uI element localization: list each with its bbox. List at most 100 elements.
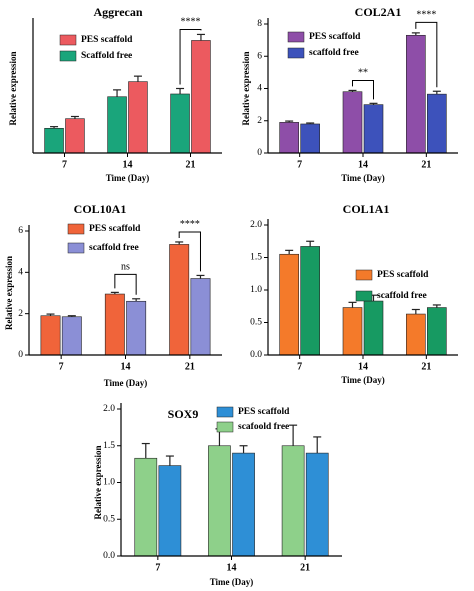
x-axis-label: Time (Day): [106, 173, 150, 183]
legend-label: scafoold free: [238, 422, 289, 432]
bar-pes-scaffold-7: [65, 118, 85, 154]
significance-bracket: [179, 28, 202, 85]
x-tick-label: 14: [227, 562, 237, 573]
significance-label: ****: [181, 16, 201, 27]
bar-scaffold-free-14: [363, 104, 384, 154]
y-tick-label: 2: [257, 116, 262, 126]
bar-scaffold-free-21: [427, 93, 447, 154]
y-tick-label: 1.0: [250, 285, 262, 295]
chart-title: COL10A1: [74, 202, 127, 216]
x-tick-label: 7: [297, 159, 302, 170]
y-tick-label: 0: [257, 148, 262, 158]
y-axis-label: Relative expression: [4, 256, 14, 330]
bar-scafoold-free-7: [134, 457, 158, 557]
y-tick-label: 6: [257, 51, 262, 61]
bar-pes-scaffold-21: [191, 40, 211, 154]
legend-label: scaffold free: [89, 243, 139, 253]
bar-pes-scaffold-21: [406, 34, 426, 154]
legend-swatch: [355, 290, 373, 302]
legend-label: PES scaffold: [238, 407, 290, 417]
bar-scaffold-free-7: [61, 316, 82, 356]
x-tick-label: 21: [300, 562, 310, 573]
x-tick-label: 21: [421, 361, 431, 372]
chart-title: COL2A1: [355, 5, 402, 19]
legend-swatch: [67, 223, 85, 235]
bar-pes-scaffold-21: [169, 244, 190, 356]
legend-label: PES scaffold: [89, 224, 141, 234]
y-tick-label: 6: [18, 226, 23, 236]
bar-scaffold-free-14: [107, 96, 127, 154]
y-axis-label: Relative expression: [93, 445, 103, 519]
legend-label: PES scaffold: [309, 32, 361, 42]
x-axis-label: Time (Day): [341, 375, 385, 385]
chart-title: Aggrecan: [93, 5, 142, 19]
bar-scaffold-free-21: [190, 278, 211, 356]
chart-title: COL1A1: [343, 202, 390, 216]
x-tick-label: 7: [59, 361, 64, 372]
bar-pes-scaffold-21: [406, 313, 426, 356]
chart-panel-sox9: SOX9 0.0 0.5 1.0 1.5 2.0 7 14 21 Time (Day) Relati…: [93, 403, 342, 587]
bar-pes-scaffold-7: [279, 122, 299, 154]
y-tick-label: 1.0: [103, 478, 115, 488]
chart-panel-col2a1: COL2A1 0 2 4 6 8 7 14 21 Time (Day) Relative expre…: [241, 5, 458, 183]
x-axis-label: Time (Day): [104, 378, 148, 388]
significance-label: ****: [180, 219, 200, 230]
bar-scaffold-free-7: [44, 127, 64, 154]
y-tick-label: 0: [18, 350, 23, 360]
x-tick-label: 21: [185, 361, 195, 372]
legend-swatch: [287, 47, 305, 59]
x-axis-label: Time (Day): [210, 577, 254, 587]
y-tick-label: 8: [257, 19, 262, 29]
y-tick-label: 2.0: [250, 220, 262, 230]
chart-panel-col10a1: COL10A1 0 2 4 6 7 14 21 Time (Day) Relative expre…: [4, 202, 222, 388]
y-tick-label: 0.0: [250, 350, 262, 360]
legend-swatch: [287, 31, 305, 43]
bar-pes-scaffold-14: [232, 452, 255, 557]
legend-swatch: [355, 269, 373, 281]
bar-pes-scaffold-7: [40, 315, 61, 356]
x-tick-label: 14: [123, 159, 133, 170]
legend-label: scaffold free: [377, 291, 427, 301]
bar-pes-scaffold-14: [342, 307, 363, 356]
bar-scafoold-free-14: [208, 445, 231, 557]
y-tick-label: 1.5: [103, 441, 115, 451]
significance-label: ns: [121, 261, 130, 272]
chart-title: SOX9: [168, 407, 199, 421]
significance-label: **: [358, 67, 368, 78]
y-tick-label: 4: [257, 84, 262, 94]
legend-label: scaffold free: [309, 48, 359, 58]
legend-swatch: [216, 406, 234, 418]
legend-swatch: [67, 242, 85, 254]
x-tick-label: 7: [297, 361, 302, 372]
legend-label: PES scaffold: [377, 270, 429, 280]
x-tick-label: 14: [358, 361, 368, 372]
x-tick-label: 21: [421, 159, 431, 170]
legend-swatch: [59, 50, 77, 62]
bar-pes-scaffold-7: [279, 253, 299, 356]
chart-panel-col1a1: COL1A1 0.0 0.5 1.0 1.5 2.0 7 14 21 Time (Day) PES …: [250, 202, 458, 385]
legend-swatch: [59, 34, 77, 46]
significance-bracket: [352, 79, 374, 100]
x-axis-label: Time (Day): [341, 173, 385, 183]
legend-label: Scaffold free: [81, 51, 132, 61]
significance-label: ****: [416, 9, 436, 20]
y-tick-label: 0.0: [103, 551, 115, 561]
bar-pes-scaffold-14: [342, 91, 363, 154]
chart-panel-aggrecan: Aggrecan 7 14 21 Time (Day) Relative expressi…: [8, 5, 222, 183]
y-tick-label: 1.5: [250, 253, 262, 263]
legend-swatch: [216, 421, 234, 433]
bar-pes-scaffold-21: [305, 452, 329, 557]
bar-scafoold-free-21: [281, 445, 305, 557]
bar-scaffold-free-7: [300, 123, 320, 154]
bar-scaffold-free-14: [363, 300, 384, 356]
bar-pes-scaffold-7: [158, 465, 182, 557]
y-tick-label: 2.0: [103, 404, 115, 414]
y-tick-label: 4: [18, 268, 23, 278]
bar-scaffold-free-14: [126, 300, 147, 356]
x-tick-label: 14: [358, 159, 368, 170]
bar-scaffold-free-21: [427, 307, 447, 356]
significance-bracket: [415, 21, 438, 88]
significance-bracket: [178, 231, 201, 272]
y-tick-label: 0.5: [250, 318, 262, 328]
bar-scaffold-free-21: [170, 93, 190, 154]
